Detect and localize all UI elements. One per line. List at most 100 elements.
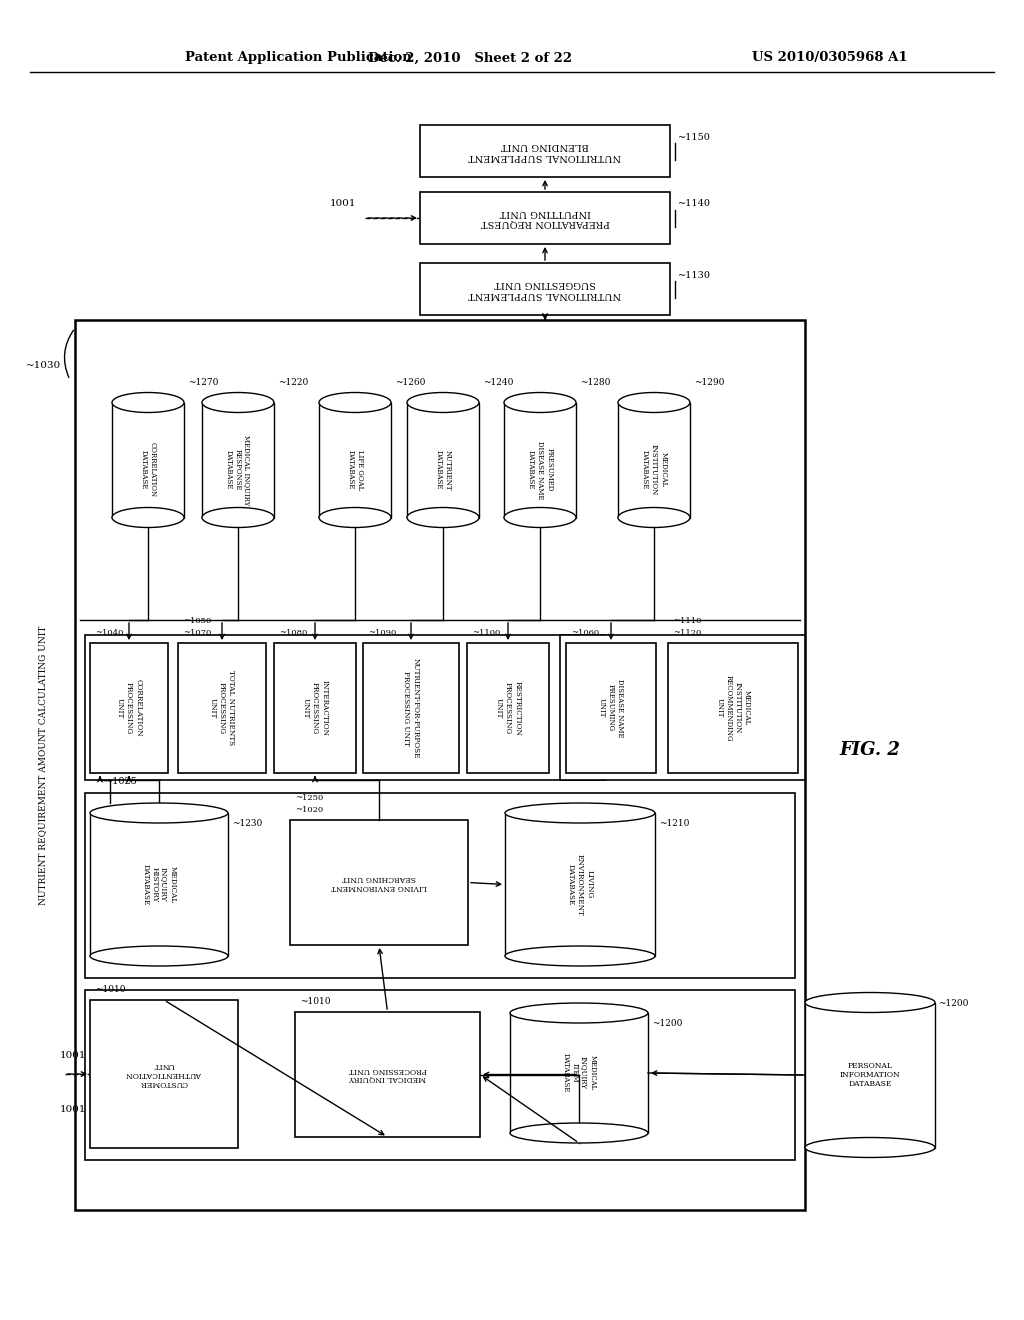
Bar [420, 263, 670, 315]
Bar [90, 1001, 238, 1148]
Text: ~1060: ~1060 [571, 630, 599, 638]
Text: MEDICAL
INQUIRY
HISTORY
DATABASE: MEDICAL INQUIRY HISTORY DATABASE [141, 863, 177, 906]
Text: MEDICAL INQUIRY
PROCESSING UNIT: MEDICAL INQUIRY PROCESSING UNIT [348, 1067, 427, 1084]
Bar [85, 990, 795, 1160]
Bar [505, 813, 655, 956]
Bar [202, 403, 274, 517]
Text: PRESUMED
DISEASE NAME
DATABASE: PRESUMED DISEASE NAME DATABASE [526, 441, 553, 499]
Bar [560, 635, 805, 780]
Text: ~1020: ~1020 [295, 807, 324, 814]
Ellipse shape [504, 507, 575, 528]
Text: NUTRIENT REQUIREMENT AMOUNT CALCULATING UNIT: NUTRIENT REQUIREMENT AMOUNT CALCULATING … [39, 626, 47, 904]
Bar [85, 635, 605, 780]
Text: ~1140: ~1140 [678, 199, 711, 209]
Text: MEDICAL
INQUIRY
ITEM
DATABASE: MEDICAL INQUIRY ITEM DATABASE [561, 1053, 597, 1093]
Text: US 2010/0305968 A1: US 2010/0305968 A1 [753, 51, 908, 65]
Text: PERSONAL
INFORMATION
DATABASE: PERSONAL INFORMATION DATABASE [840, 1061, 900, 1088]
Text: ~1120: ~1120 [673, 630, 701, 638]
Ellipse shape [90, 803, 228, 822]
Ellipse shape [90, 946, 228, 966]
Ellipse shape [407, 507, 479, 528]
Ellipse shape [505, 946, 655, 966]
Ellipse shape [202, 507, 274, 528]
Text: 1001: 1001 [60, 1105, 86, 1114]
Text: ~1150: ~1150 [678, 132, 711, 141]
Ellipse shape [202, 392, 274, 412]
Text: LIFE GOAL
DATABASE: LIFE GOAL DATABASE [346, 450, 364, 490]
Ellipse shape [510, 1123, 648, 1143]
Text: ~1080: ~1080 [279, 630, 307, 638]
Bar [290, 820, 468, 945]
Text: ~1280: ~1280 [580, 378, 610, 387]
Bar [75, 319, 805, 1210]
Text: ~1270: ~1270 [188, 378, 218, 387]
Text: 1001: 1001 [330, 199, 356, 209]
Ellipse shape [112, 507, 184, 528]
Text: ~1030: ~1030 [26, 360, 61, 370]
Text: NUTRIENT
DATABASE: NUTRIENT DATABASE [434, 450, 452, 490]
Text: ~1110: ~1110 [673, 616, 701, 624]
Bar [618, 403, 690, 517]
Text: DISEASE NAME
PRESUMING
UNIT: DISEASE NAME PRESUMING UNIT [598, 678, 625, 738]
Text: MEDICAL INQUIRY
RESPONSE
DATABASE: MEDICAL INQUIRY RESPONSE DATABASE [225, 434, 251, 506]
Text: CUSTOMER
AUTHENTICATION
UNIT: CUSTOMER AUTHENTICATION UNIT [126, 1061, 202, 1088]
Text: ~1200: ~1200 [938, 998, 969, 1007]
Bar [420, 191, 670, 244]
Text: PREPARATION REQUEST
INPUTTING UNIT: PREPARATION REQUEST INPUTTING UNIT [480, 209, 609, 227]
Text: NUTRITIONAL SUPPLEMENT
SUGGESTING UNIT: NUTRITIONAL SUPPLEMENT SUGGESTING UNIT [469, 280, 622, 298]
Text: INTERACTION
PROCESSING
UNIT: INTERACTION PROCESSING UNIT [302, 680, 329, 737]
Text: ~1050: ~1050 [183, 616, 211, 624]
Ellipse shape [805, 1138, 935, 1158]
Bar [510, 1012, 648, 1133]
Ellipse shape [618, 392, 690, 412]
Text: ~1010: ~1010 [95, 986, 126, 994]
Text: ~1260: ~1260 [395, 378, 425, 387]
Bar [362, 643, 459, 774]
Bar [319, 403, 391, 517]
Ellipse shape [407, 392, 479, 412]
Text: ~1240: ~1240 [483, 378, 513, 387]
Text: NUTRITIONAL SUPPLEMENT
BLENDING UNIT: NUTRITIONAL SUPPLEMENT BLENDING UNIT [469, 141, 622, 161]
Text: CORRELATION
PROCESSING
UNIT: CORRELATION PROCESSING UNIT [116, 680, 142, 737]
Text: CORRELATION
DATABASE: CORRELATION DATABASE [139, 442, 157, 498]
Text: ~1230: ~1230 [232, 818, 262, 828]
Text: ~1070: ~1070 [183, 630, 211, 638]
Ellipse shape [319, 392, 391, 412]
Text: ~1210: ~1210 [659, 818, 689, 828]
Bar [504, 403, 575, 517]
Bar [668, 643, 798, 774]
Text: TOTAL NUTRIENTS
PROCESSING
UNIT: TOTAL NUTRIENTS PROCESSING UNIT [209, 671, 236, 746]
Ellipse shape [510, 1003, 648, 1023]
Text: ~1130: ~1130 [678, 271, 711, 280]
Ellipse shape [112, 392, 184, 412]
Bar [805, 1002, 935, 1147]
Text: LIVING
ENVIRONMENT
DATABASE: LIVING ENVIRONMENT DATABASE [567, 854, 593, 916]
Bar [90, 813, 228, 956]
Text: ~1010: ~1010 [300, 998, 331, 1006]
Text: Dec. 2, 2010   Sheet 2 of 22: Dec. 2, 2010 Sheet 2 of 22 [368, 51, 572, 65]
Bar [90, 643, 168, 774]
Text: 1001: 1001 [60, 1052, 86, 1060]
Bar [407, 403, 479, 517]
Text: ~1220: ~1220 [278, 378, 308, 387]
Ellipse shape [504, 392, 575, 412]
Text: ~1250: ~1250 [295, 795, 324, 803]
Bar [274, 643, 356, 774]
Ellipse shape [618, 507, 690, 528]
Text: FIG. 2: FIG. 2 [840, 741, 900, 759]
Text: ~1290: ~1290 [694, 378, 724, 387]
Text: NUTRIENT-FOR-PURPOSE
PROCESSING UNIT: NUTRIENT-FOR-PURPOSE PROCESSING UNIT [402, 657, 420, 758]
Text: ~1200: ~1200 [652, 1019, 682, 1027]
Text: MEDICAL
INSTITUTION
DATABASE: MEDICAL INSTITUTION DATABASE [641, 445, 668, 495]
Bar [295, 1012, 480, 1137]
Bar [566, 643, 656, 774]
Text: ~1090: ~1090 [368, 630, 396, 638]
Ellipse shape [505, 803, 655, 822]
Bar [85, 793, 795, 978]
Bar [420, 125, 670, 177]
Ellipse shape [805, 993, 935, 1012]
Bar [112, 403, 184, 517]
Bar [467, 643, 549, 774]
Bar [178, 643, 266, 774]
Text: Patent Application Publication: Patent Application Publication [185, 51, 412, 65]
